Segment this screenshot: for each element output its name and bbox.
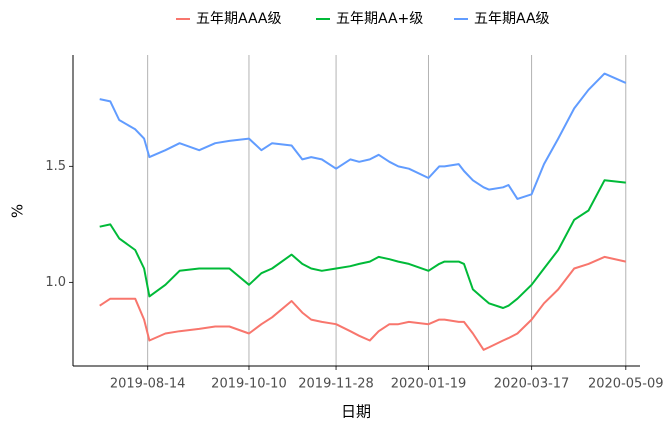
legend-label: 五年期AAA级 [196,11,282,27]
x-axis-title: 日期 [341,403,371,421]
x-tick-label: 2020-05-09 [588,377,664,392]
y-tick-label: 1.0 [45,275,66,290]
x-tick-label: 2019-10-10 [211,377,287,392]
legend-label: 五年期AA级 [474,11,550,27]
x-tick-label: 2020-01-19 [391,377,467,392]
x-tick-label: 2019-08-14 [110,377,186,392]
legend-label: 五年期AA+级 [336,11,423,27]
x-tick-label: 2019-11-28 [298,377,374,392]
series-line [99,179,626,309]
x-tick-label: 2020-03-17 [494,377,570,392]
y-axis-title: % [9,204,27,218]
series-line [99,255,627,351]
y-tick-label: 1.5 [45,159,66,174]
series-line [99,72,627,200]
